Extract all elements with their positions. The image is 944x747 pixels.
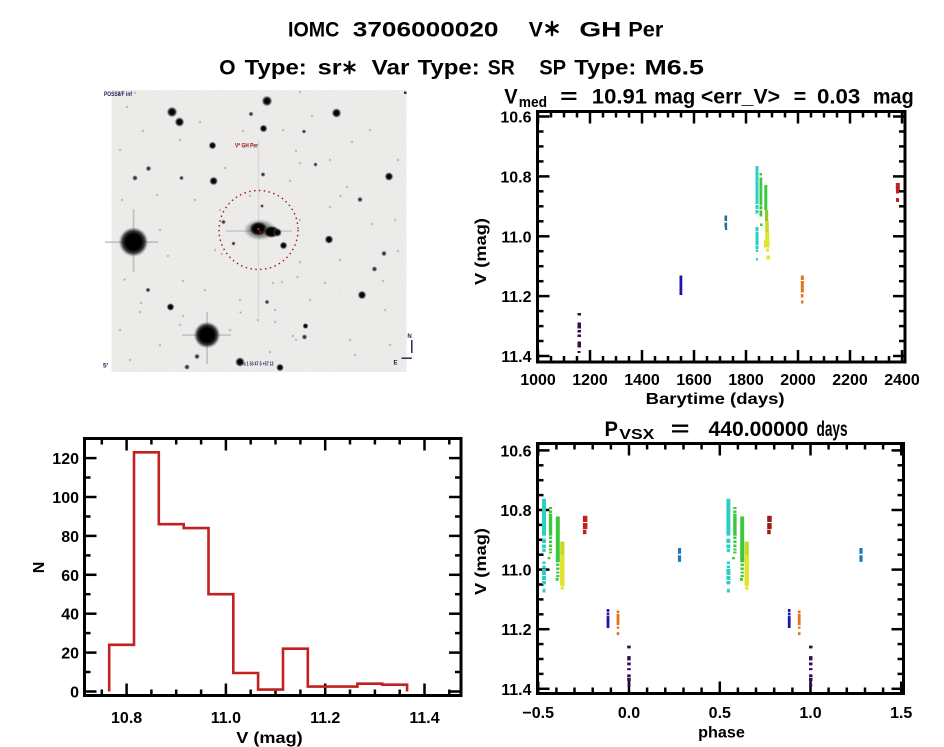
svg-text:Type:: Type: [574,57,636,80]
svg-text:40: 40 [61,607,79,624]
svg-text:1.5: 1.5 [890,705,912,722]
svg-text:Type:: Type: [245,57,307,80]
svg-text:100: 100 [52,490,79,507]
svg-text:V: V [529,19,543,42]
svg-text:1600: 1600 [676,372,712,389]
svg-text:2200: 2200 [832,372,868,389]
svg-text:=: = [560,86,578,109]
svg-text:V: V [504,86,517,109]
svg-text:80: 80 [61,529,79,546]
svg-text:11.4: 11.4 [409,710,439,727]
svg-text:60: 60 [61,568,79,585]
svg-text:mag: mag [873,86,914,109]
svg-text:11.2: 11.2 [501,622,531,639]
svg-text:5′: 5′ [103,363,109,370]
svg-text:11.4: 11.4 [501,349,531,366]
svg-text:V* GH Per: V* GH Per [235,143,258,150]
svg-text:Barytime (days): Barytime (days) [646,391,785,408]
svg-text:2400: 2400 [884,372,920,389]
svg-text:440.00000: 440.00000 [709,418,809,441]
svg-text:POSSII/F inf: POSSII/F inf [104,92,133,98]
svg-text:GH: GH [579,19,621,42]
svg-text:V (mag): V (mag) [473,218,490,285]
svg-text:11.4: 11.4 [501,682,531,699]
svg-text:mag: mag [654,86,695,109]
svg-text:Per: Per [628,19,663,42]
svg-text:sr: sr [318,57,342,80]
svg-text:1200: 1200 [572,372,608,389]
svg-text:V (mag): V (mag) [236,730,302,747]
svg-text:Type:: Type: [418,57,480,80]
svg-text:VSX: VSX [619,427,654,443]
svg-text:11.0: 11.0 [211,710,241,727]
svg-text:2000: 2000 [780,372,816,389]
svg-text:0.0: 0.0 [618,705,640,722]
svg-text:1400: 1400 [624,372,660,389]
svg-text:10.8: 10.8 [111,710,142,727]
svg-text:days: days [817,418,848,441]
svg-text:V (mag): V (mag) [473,528,490,595]
svg-text:3706000020: 3706000020 [353,19,499,42]
svg-text:=: = [671,418,690,441]
svg-text:1000: 1000 [520,372,556,389]
svg-text:SP: SP [539,57,566,80]
svg-text:10.8: 10.8 [500,169,531,186]
svg-text:α 1 53 47 δ +57 13: α 1 53 47 δ +57 13 [244,362,274,368]
svg-text:O: O [219,57,235,80]
svg-text:10.91: 10.91 [592,86,648,109]
svg-text:0.03: 0.03 [817,86,860,109]
svg-text:M6.5: M6.5 [645,57,705,80]
svg-text:1800: 1800 [728,372,764,389]
svg-text:120: 120 [52,451,79,468]
svg-text:<err_V>: <err_V> [701,86,780,109]
svg-text:P: P [605,418,619,441]
svg-text:10.8: 10.8 [500,503,531,520]
svg-text:1.0: 1.0 [799,705,821,722]
svg-text:−0.5: −0.5 [522,705,554,722]
svg-text:N: N [407,334,411,340]
svg-text:med: med [519,95,547,111]
svg-text:IOMC: IOMC [288,19,339,42]
svg-text:Var: Var [372,57,410,80]
svg-text:=: = [794,86,807,109]
svg-text:10.6: 10.6 [500,110,531,127]
svg-text:10.6: 10.6 [500,443,531,460]
svg-text:11.0: 11.0 [501,563,531,580]
svg-text:20: 20 [61,646,79,663]
svg-text:0: 0 [70,685,79,702]
svg-text:0.5: 0.5 [709,705,731,722]
svg-text:E: E [393,361,397,367]
svg-text:11.2: 11.2 [501,289,531,306]
svg-text:11.0: 11.0 [501,229,531,246]
svg-text:phase: phase [698,725,745,742]
svg-text:SR: SR [488,57,515,80]
svg-text:N: N [31,562,48,574]
svg-text:11.2: 11.2 [310,710,340,727]
